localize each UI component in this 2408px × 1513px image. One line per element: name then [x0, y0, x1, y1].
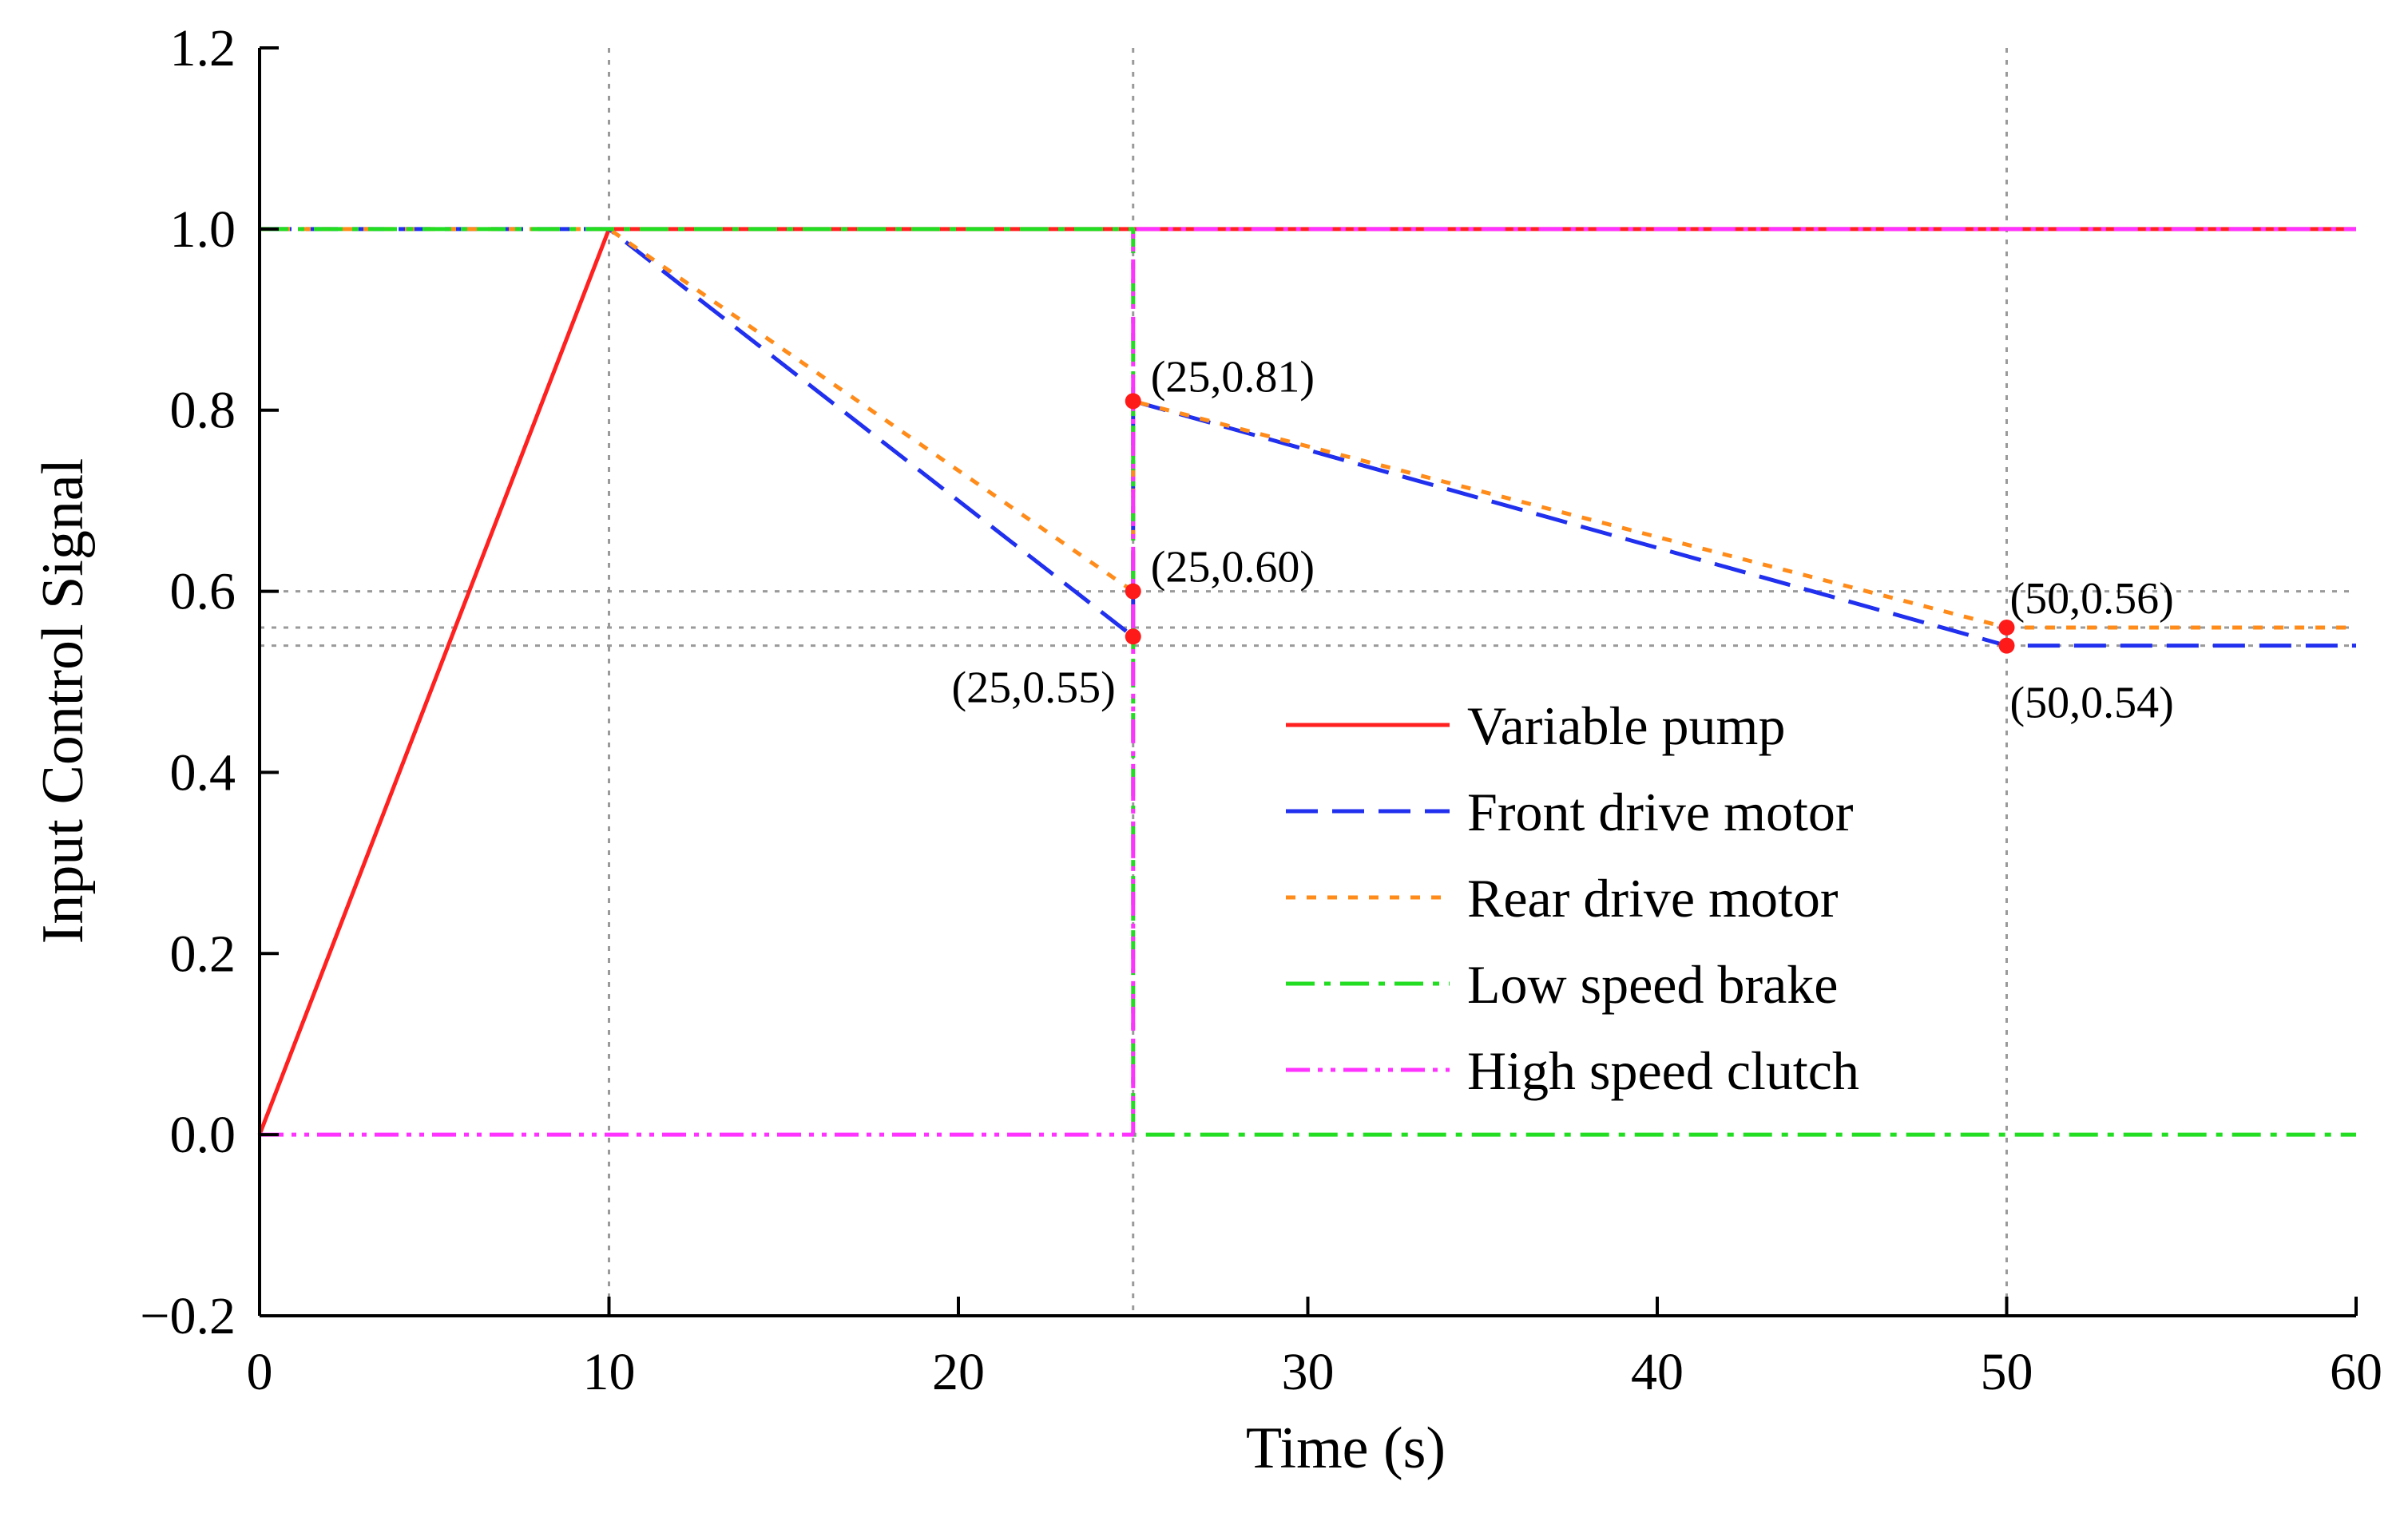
x-tick-label: 10: [583, 1343, 636, 1401]
y-tick-label: 1.0: [170, 200, 236, 259]
x-tick-label: 30: [1282, 1343, 1335, 1401]
y-tick-label: 0.4: [170, 743, 236, 802]
y-tick-label: 1.2: [170, 19, 236, 77]
data-point-label: (25,0.81): [1151, 352, 1315, 402]
legend-label-front-drive-motor: Front drive motor: [1467, 782, 1854, 842]
legend: Variable pump Front drive motor Rear drive…: [1286, 695, 1859, 1101]
legend-label-low-speed-brake: Low speed brake: [1467, 954, 1838, 1015]
legend-label-rear-drive-motor: Rear drive motor: [1467, 868, 1839, 929]
y-tick-label: 0.2: [170, 925, 236, 983]
x-tick-label: 50: [1981, 1343, 2033, 1401]
data-point-label: (25,0.60): [1151, 543, 1315, 592]
x-axis-title: Time (s): [1246, 1416, 1446, 1481]
y-tick-label: 0.0: [170, 1106, 236, 1164]
axes: [258, 46, 2358, 1317]
data-point-label: (25,0.55): [951, 663, 1115, 712]
series-line-high-speed-clutch: [260, 227, 2356, 1137]
data-point-marker: [1125, 628, 1141, 645]
tick-labels: −0.2 0.0 0.2 0.4 0.6 0.8 1.0 1.2 0 10 20 30 40 50 60: [140, 19, 2382, 1401]
x-tick-label: 0: [247, 1343, 273, 1401]
data-point-marker: [1998, 637, 2015, 654]
y-tick-label: 0.6: [170, 563, 236, 621]
y-tick-label: −0.2: [140, 1287, 236, 1345]
data-point-label: (50,0.54): [2010, 679, 2174, 728]
annotations: (25,0.81) (25,0.60) (25,0.55) (50,0.56) (50,…: [951, 352, 2173, 727]
legend-label-variable-pump: Variable pump: [1467, 695, 1785, 756]
series-layer: [257, 227, 2356, 1137]
y-axis-title: Input Control Signal: [30, 458, 96, 944]
x-tick-label: 40: [1631, 1343, 1684, 1401]
data-point-marker: [1125, 393, 1141, 410]
data-point-label: (50,0.56): [2010, 574, 2174, 624]
x-tick-label: 20: [932, 1343, 985, 1401]
data-point-marker: [1998, 619, 2015, 636]
y-tick-label: 0.8: [170, 382, 236, 440]
x-tick-label: 60: [2330, 1343, 2382, 1401]
data-point-marker: [1125, 583, 1141, 600]
marker-layer: [1125, 393, 2015, 654]
legend-label-high-speed-clutch: High speed clutch: [1467, 1040, 1859, 1101]
